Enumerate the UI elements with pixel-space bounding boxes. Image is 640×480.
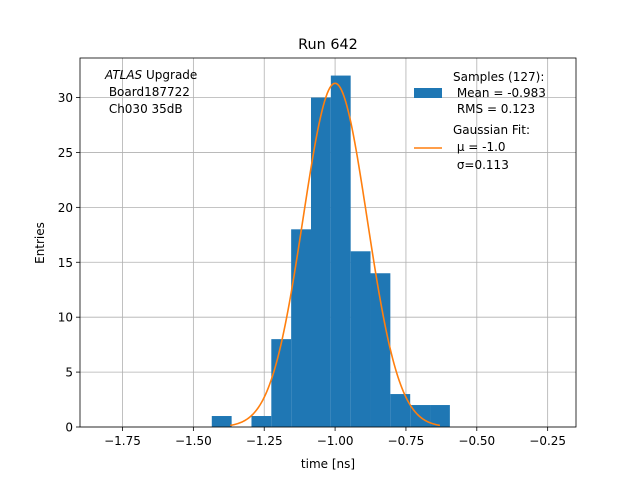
x-tick-label-2: −1.25 (246, 434, 283, 448)
histogram-bar-8 (390, 394, 411, 427)
y-tick-label-0: 0 (65, 421, 73, 435)
x-axis-label: time [ns] (301, 457, 355, 471)
plot-frame (79, 57, 577, 428)
x-tick-label-1: −1.50 (175, 434, 212, 448)
x-tick-label-3: −1.00 (317, 434, 354, 448)
y-axis-ticks: 0 5 10 15 20 25 30 (58, 91, 80, 435)
y-tick-label-5: 25 (58, 146, 73, 160)
y-tick-label-2: 10 (58, 311, 73, 325)
histogram-bar-4 (310, 97, 331, 428)
annotation-atlas: ATLAS (104, 68, 143, 82)
x-axis-ticks: −1.75 −1.50 −1.25 −1.00 −0.75 −0.50 −0.25 (104, 427, 566, 448)
histogram-bar-0 (211, 416, 232, 427)
detector-annotation: ATLAS Upgrade Board187722 Ch030 35dB (104, 68, 197, 116)
annotation-upgrade: Upgrade (142, 68, 197, 82)
gaussian-fit-curve (230, 82, 441, 427)
histogram-bar-5 (330, 75, 351, 428)
histogram-bar-6 (350, 251, 371, 427)
legend: Samples (127): Mean = -0.983 RMS = 0.123… (414, 70, 546, 172)
x-tick-label-6: −0.25 (529, 434, 566, 448)
y-axis-label: Entries (33, 222, 47, 264)
legend-fit-line-3: σ=0.113 (453, 158, 509, 172)
annotation-line-3: Ch030 35dB (105, 102, 183, 116)
y-tick-label-6: 30 (58, 91, 73, 105)
y-tick-label-1: 5 (65, 366, 73, 380)
annotation-line-1: ATLAS Upgrade (104, 68, 197, 82)
legend-samples-line-3: RMS = 0.123 (453, 102, 535, 116)
chart-title: Run 642 (298, 37, 358, 53)
y-tick-label-4: 20 (58, 201, 73, 215)
legend-fit-line-2: μ = -1.0 (453, 140, 506, 154)
annotation-line-2: Board187722 (105, 85, 190, 99)
legend-samples-patch (414, 88, 442, 98)
histogram-bar-7 (370, 273, 391, 427)
y-tick-label-3: 15 (58, 256, 73, 270)
legend-samples-line-1: Samples (127): (453, 70, 544, 84)
histogram-bar-1 (251, 416, 272, 427)
x-tick-label-4: −0.75 (388, 434, 425, 448)
histogram-bar-3 (291, 229, 311, 427)
histogram-bar-2 (271, 339, 292, 427)
legend-samples-line-2: Mean = -0.983 (453, 86, 546, 100)
legend-fit-line-1: Gaussian Fit: (453, 123, 530, 137)
x-tick-label-5: −0.50 (458, 434, 495, 448)
histogram-bars (211, 75, 450, 428)
x-tick-label-0: −1.75 (104, 434, 141, 448)
histogram-bar-10 (430, 405, 450, 427)
